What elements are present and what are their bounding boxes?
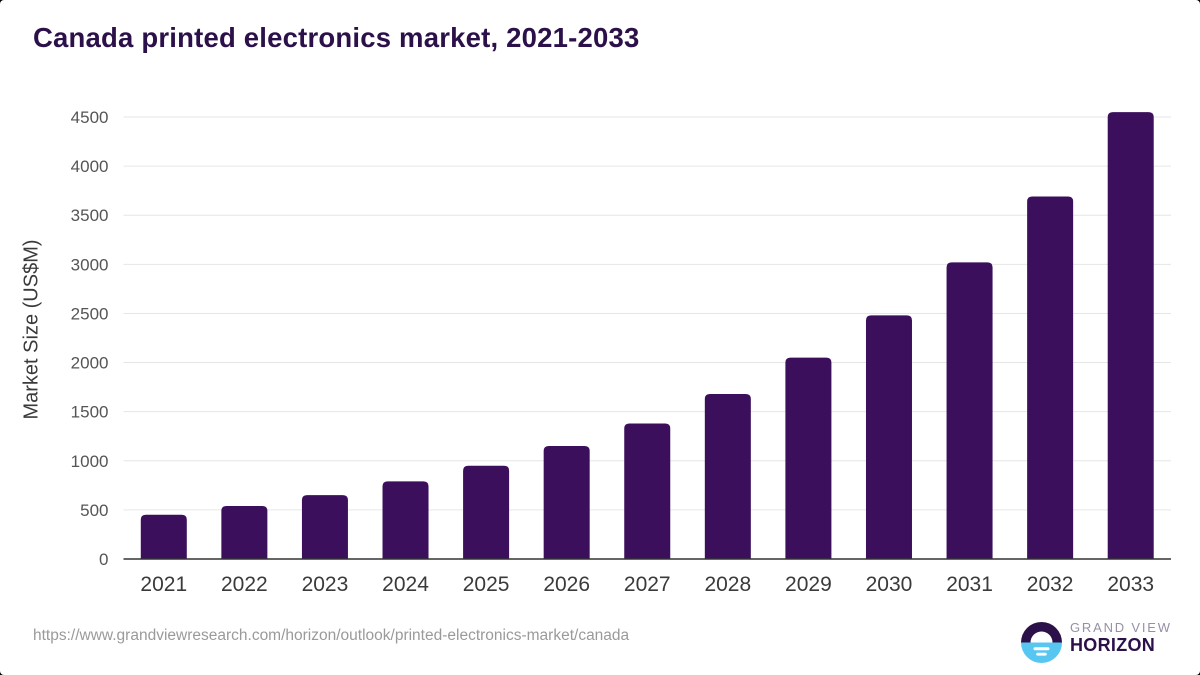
svg-text:2033: 2033 <box>1107 573 1154 596</box>
svg-text:2021: 2021 <box>140 573 187 596</box>
svg-text:4500: 4500 <box>71 108 109 127</box>
svg-text:3500: 3500 <box>71 206 109 225</box>
svg-text:2032: 2032 <box>1027 573 1074 596</box>
svg-text:3000: 3000 <box>71 255 109 274</box>
svg-text:0: 0 <box>99 550 108 569</box>
svg-text:2024: 2024 <box>382 573 429 596</box>
svg-text:1500: 1500 <box>71 403 109 422</box>
svg-text:2025: 2025 <box>463 573 510 596</box>
svg-text:1000: 1000 <box>71 452 109 471</box>
svg-text:2027: 2027 <box>624 573 671 596</box>
svg-text:2029: 2029 <box>785 573 832 596</box>
svg-text:500: 500 <box>80 501 108 520</box>
svg-text:2028: 2028 <box>704 573 751 596</box>
svg-text:2026: 2026 <box>543 573 590 596</box>
svg-text:2023: 2023 <box>302 573 349 596</box>
svg-text:2031: 2031 <box>946 573 993 596</box>
svg-text:4000: 4000 <box>71 157 109 176</box>
svg-text:2000: 2000 <box>71 354 109 373</box>
svg-text:2030: 2030 <box>866 573 913 596</box>
svg-text:2500: 2500 <box>71 304 109 323</box>
svg-text:2022: 2022 <box>221 573 268 596</box>
